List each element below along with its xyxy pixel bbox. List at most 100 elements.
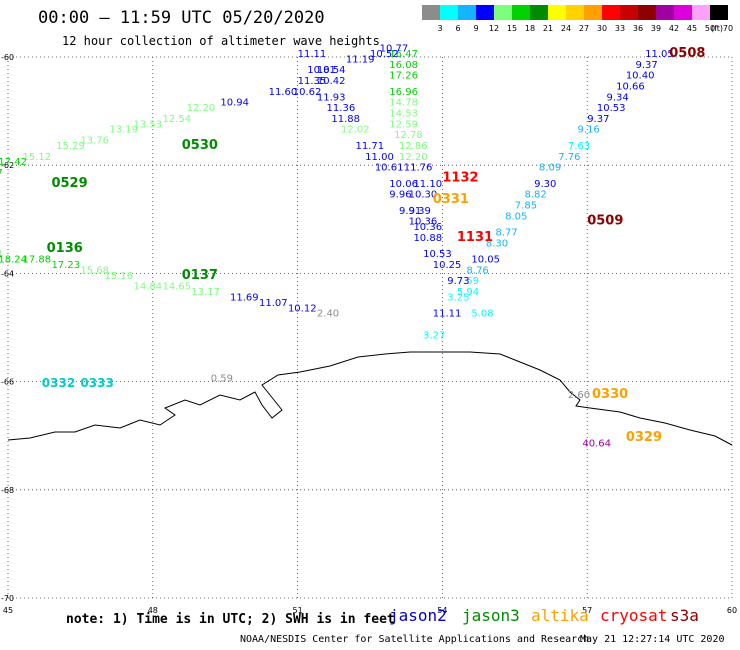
pass-time-label: 0137 [182,268,218,283]
legend-level-label: 42 [668,24,680,33]
swh-value: 10.61 [375,163,404,174]
legend-unit: (ft) [711,24,724,33]
swh-value: 11.11 [298,49,327,60]
legend-level-label: 39 [650,24,662,33]
swh-value: 11.60 [269,87,298,98]
swh-value: 11.07 [259,298,288,309]
swh-value: 10.40 [626,71,655,82]
swh-value: 10.66 [616,81,645,92]
swh-value: 10.53 [423,249,452,260]
swh-value: 7.85 [515,200,537,211]
pass-time-label: 0333 [80,376,113,390]
swh-value: 10.88 [413,233,442,244]
legend-level-label: 6 [455,24,461,33]
swh-value: 11.93 [317,92,346,103]
swh-value: 10.52 [370,49,399,60]
swh-value: 9.37 [635,60,657,71]
longitude-label: 60 [727,606,737,615]
swh-value: 11.76 [404,163,433,174]
swh-value: 10.05 [471,255,500,266]
swh-value: 3.27 [423,330,445,341]
swh-value: 12.02 [341,125,370,136]
swh-value: 11.36 [327,103,356,114]
swh-value: 15.12 [22,152,51,163]
legend-level-label: 27 [578,24,590,33]
pass-time-label: 0136 [47,241,83,256]
legend-swatch [710,5,728,20]
swh-value: 13.53 [133,119,162,130]
legend-level-label: 30 [596,24,608,33]
satellite-legend-item: s3a [670,606,699,625]
swh-value: 10.42 [317,76,346,87]
legend-swatch [620,5,638,20]
pass-time-label: 0509 [587,214,623,229]
swh-value: 12.20 [187,103,216,114]
swh-value: 15.16 [105,271,134,282]
longitude-label: 48 [148,606,158,615]
credit-line: NOAA/NESDIS Center for Satellite Applica… [240,634,590,645]
swh-value: 11.71 [356,141,385,152]
legend-swatch [674,5,692,20]
legend-swatch [422,5,440,20]
latitude-label: -66 [1,378,14,387]
swh-value: 9.73 [447,276,469,287]
latitude-label: -60 [1,53,14,62]
swh-value: 3.25 [447,292,469,303]
swh-value: 8.30 [486,238,508,249]
legend-level-label: 45 [686,24,698,33]
latitude-label: -64 [1,269,14,278]
swh-value: 18.24 [0,255,27,266]
swh-value: 8.76 [467,265,489,276]
swh-value: 10.62 [293,87,322,98]
legend-swatch [638,5,656,20]
legend-level-label: 50 [704,24,716,33]
swh-value: 12.86 [399,141,428,152]
swh-value: 16.96 [389,87,418,98]
swh-value: 14.78 [389,98,418,109]
pass-time-label: 0529 [51,176,87,191]
swh-value: 15.29 [56,141,85,152]
swh-value: 9.39 [409,206,431,217]
pass-time-label: 0332 [42,376,75,390]
pass-time-label: 0530 [182,138,218,153]
legend-swatch [512,5,530,20]
legend-level-label: 18 [524,24,536,33]
swh-value: 13.17 [191,287,220,298]
swh-value: 10.36 [409,217,438,228]
generation-timestamp: May 21 12:27:14 UTC 2020 [580,634,725,645]
swh-value: 7.59 [457,276,479,287]
swh-value: 40.64 [582,439,611,450]
swh-value: 8.05 [505,211,527,222]
satellite-legend-item: jason2 [389,606,447,625]
pass-time-label: 0508 [669,46,705,61]
legend-level-label: 12 [488,24,500,33]
pass-time-label: 1132 [442,170,478,185]
legend-level-label: 24 [560,24,572,33]
legend-level-label: 33 [614,24,626,33]
legend-level-label: 15 [506,24,518,33]
swh-value: 14.53 [389,109,418,120]
swh-value: 10.94 [220,98,249,109]
swh-value: 15.68 [80,265,109,276]
legend-swatch [530,5,548,20]
swh-value: 14.84 [133,282,162,293]
swh-value: 14.65 [162,282,191,293]
swh-value: 8.82 [524,190,546,201]
legend-swatch [656,5,674,20]
legend-swatch [584,5,602,20]
longitude-label: 54 [437,606,447,615]
swh-value: 12.78 [394,130,423,141]
legend-swatch [692,5,710,20]
legend-swatch [548,5,566,20]
swh-value: 11.05 [645,49,674,60]
swh-value: 13.19 [109,125,138,136]
antarctic-coastline [7,351,733,446]
longitude-label: 57 [582,606,592,615]
swh-value: 17.26 [389,71,418,82]
swh-value: 9.16 [578,125,600,136]
legend-swatch [602,5,620,20]
page-subtitle: 12 hour collection of altimeter wave hei… [62,34,380,48]
swh-value: 10.12 [288,303,317,314]
